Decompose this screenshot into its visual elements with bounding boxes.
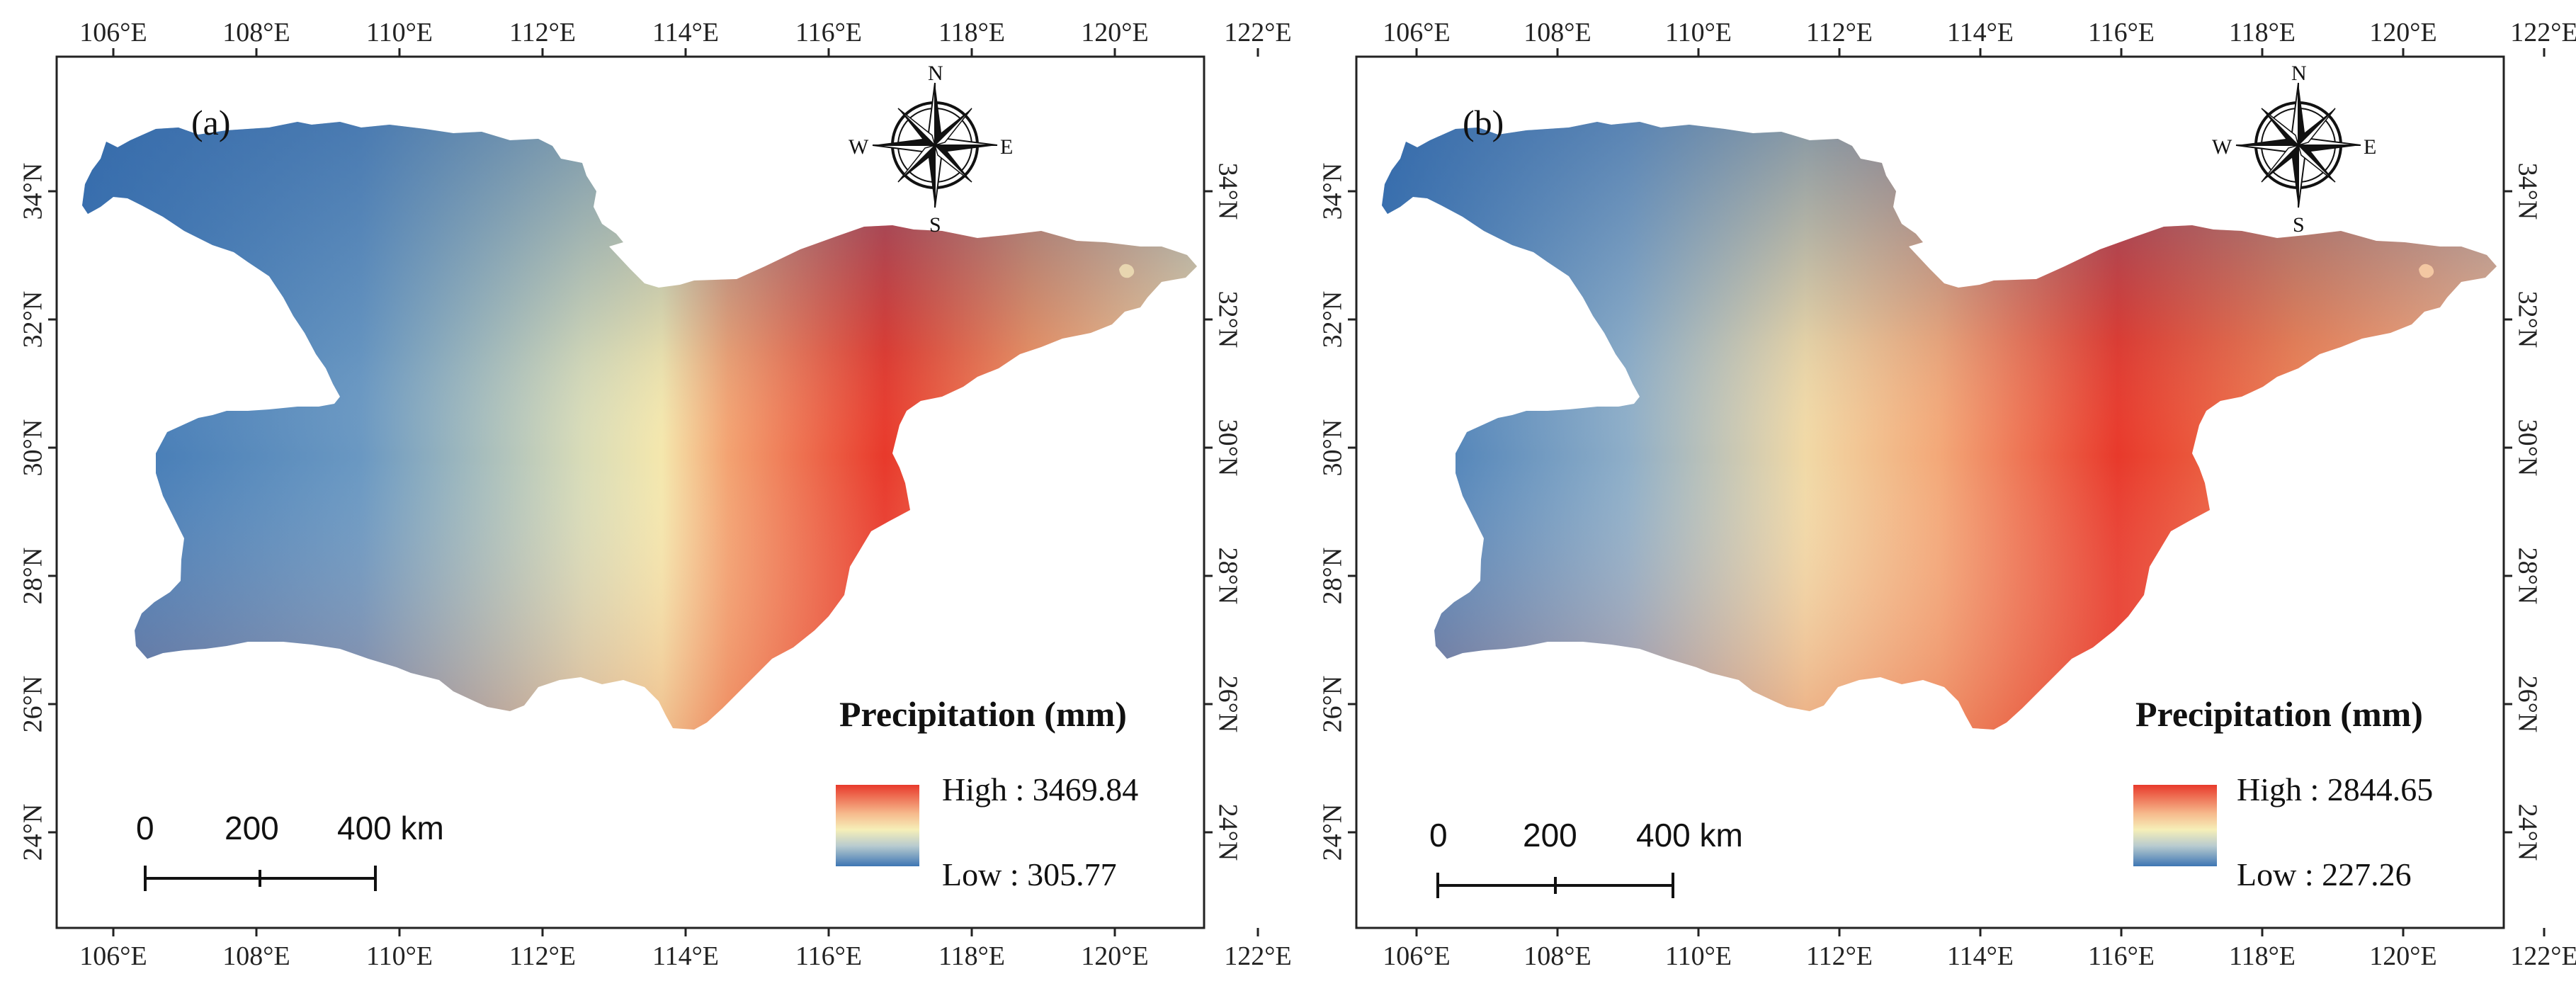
panel-b-legend-ramp xyxy=(2133,785,2217,866)
lon-tick-label: 116°E xyxy=(795,941,862,971)
lat-tick-label: 34°N xyxy=(18,163,48,220)
lat-tick-label: 26°N xyxy=(1318,676,1348,733)
panel-a-label: (a) xyxy=(191,103,231,142)
compass-north-letter: N xyxy=(928,62,943,85)
lon-tick-label: 108°E xyxy=(222,18,290,47)
compass-north-letter: N xyxy=(2291,62,2307,85)
lat-tick-label: 34°N xyxy=(2512,163,2542,220)
panel-b-lat-left-ticks: 24°N 26°N 28°N 30°N 32°N 34°N xyxy=(1318,163,1356,861)
lon-tick-label: 106°E xyxy=(79,941,147,971)
lat-tick-label: 24°N xyxy=(2512,804,2542,861)
panel-b-lon-top-ticks: 106°E 108°E 110°E 112°E 114°E 116°E 118°E 120°E… xyxy=(1383,18,2576,57)
panel-b-legend-low: Low : 227.26 xyxy=(2237,856,2412,892)
lon-tick-label: 120°E xyxy=(2369,18,2436,47)
scale-label-400: 400 km xyxy=(1636,817,1743,854)
lat-tick-label: 28°N xyxy=(1213,548,1242,605)
lat-tick-label: 26°N xyxy=(18,676,48,733)
panel-a-compass-icon: N S E W xyxy=(849,62,1013,237)
lon-tick-label: 112°E xyxy=(1806,941,1873,971)
lon-tick-label: 108°E xyxy=(1524,941,1591,971)
lat-tick-label: 30°N xyxy=(2512,419,2542,477)
panel-b-label: (b) xyxy=(1463,103,1504,142)
lon-tick-label: 112°E xyxy=(509,941,576,971)
scale-label-0: 0 xyxy=(1429,817,1448,854)
panel-a-scale-bar: 0 200 400 km xyxy=(136,810,444,891)
compass-east-letter: E xyxy=(2364,135,2376,159)
lat-tick-label: 32°N xyxy=(2512,291,2542,348)
lon-tick-label: 116°E xyxy=(2088,941,2155,971)
panel-b-scale-bar: 0 200 400 km xyxy=(1429,817,1743,898)
panel-a-lat-left-ticks: 24°N 26°N 28°N 30°N 32°N 34°N xyxy=(18,163,57,861)
lon-tick-label: 114°E xyxy=(652,18,719,47)
lon-tick-label: 110°E xyxy=(366,18,433,47)
lat-tick-label: 32°N xyxy=(1213,291,1242,348)
lon-tick-label: 122°E xyxy=(2510,941,2576,971)
panel-b-legend-title: Precipitation (mm) xyxy=(2135,694,2423,734)
panel-b-lat-right-ticks: 24°N 26°N 28°N 30°N 32°N 34°N xyxy=(2504,163,2542,861)
lat-tick-label: 26°N xyxy=(2512,676,2542,733)
panel-a-lat-right-ticks: 24°N 26°N 28°N 30°N 32°N 34°N xyxy=(1204,163,1242,861)
lon-tick-label: 116°E xyxy=(2088,18,2155,47)
panel-a: 106°E 108°E 110°E 112°E 114°E 116°E 118°E 120°E… xyxy=(18,18,1292,971)
compass-west-letter: W xyxy=(2212,135,2232,159)
lon-tick-label: 114°E xyxy=(1947,18,2014,47)
lon-tick-label: 114°E xyxy=(652,941,719,971)
lon-tick-label: 106°E xyxy=(79,18,147,47)
lon-tick-label: 120°E xyxy=(1081,941,1148,971)
lon-tick-label: 122°E xyxy=(1224,941,1291,971)
panel-a-legend-ramp xyxy=(836,785,919,866)
compass-east-letter: E xyxy=(1000,135,1013,159)
lat-tick-label: 32°N xyxy=(1318,291,1348,348)
lon-tick-label: 120°E xyxy=(2369,941,2436,971)
lat-tick-label: 34°N xyxy=(1318,163,1348,220)
lon-tick-label: 118°E xyxy=(938,941,1005,971)
lon-tick-label: 110°E xyxy=(366,941,433,971)
panel-b: 106°E 108°E 110°E 112°E 114°E 116°E 118°E 120°E… xyxy=(1318,18,2576,971)
lon-tick-label: 120°E xyxy=(1081,18,1148,47)
compass-west-letter: W xyxy=(849,135,869,159)
lon-tick-label: 118°E xyxy=(938,18,1005,47)
panel-b-legend-high: High : 2844.65 xyxy=(2237,771,2433,808)
lon-tick-label: 108°E xyxy=(222,941,290,971)
lat-tick-label: 30°N xyxy=(1213,419,1242,477)
lat-tick-label: 32°N xyxy=(18,291,48,348)
scale-label-0: 0 xyxy=(136,810,154,846)
panel-a-legend-title: Precipitation (mm) xyxy=(839,694,1127,734)
lat-tick-label: 30°N xyxy=(1318,419,1348,477)
lat-tick-label: 28°N xyxy=(2512,548,2542,605)
panel-a-lon-top-ticks: 106°E 108°E 110°E 112°E 114°E 116°E 118°E 120°E… xyxy=(79,18,1292,57)
lon-tick-label: 112°E xyxy=(509,18,576,47)
compass-south-letter: S xyxy=(2293,213,2305,237)
panel-a-legend-low: Low : 305.77 xyxy=(942,856,1117,892)
lat-tick-label: 34°N xyxy=(1213,163,1242,220)
lon-tick-label: 110°E xyxy=(1665,18,1732,47)
lon-tick-label: 106°E xyxy=(1383,18,1450,47)
lat-tick-label: 24°N xyxy=(1213,804,1242,861)
panel-a-lon-bottom-ticks: 106°E 108°E 110°E 112°E 114°E 116°E 118°E 120°E… xyxy=(79,928,1292,971)
lon-tick-label: 106°E xyxy=(1383,941,1450,971)
scale-label-200: 200 xyxy=(225,810,279,846)
panel-b-compass-icon: N S E W xyxy=(2212,62,2376,237)
scale-label-200: 200 xyxy=(1523,817,1577,854)
scale-label-400: 400 km xyxy=(337,810,444,846)
compass-south-letter: S xyxy=(929,213,941,237)
lat-tick-label: 30°N xyxy=(18,419,48,477)
lat-tick-label: 28°N xyxy=(18,548,48,605)
lon-tick-label: 112°E xyxy=(1806,18,1873,47)
lat-tick-label: 26°N xyxy=(1213,676,1242,733)
lon-tick-label: 118°E xyxy=(2229,941,2296,971)
lon-tick-label: 114°E xyxy=(1947,941,2014,971)
lat-tick-label: 28°N xyxy=(1318,548,1348,605)
lat-tick-label: 24°N xyxy=(18,804,48,861)
lon-tick-label: 108°E xyxy=(1524,18,1591,47)
lon-tick-label: 122°E xyxy=(1224,18,1291,47)
panel-a-legend-high: High : 3469.84 xyxy=(942,771,1138,808)
lon-tick-label: 110°E xyxy=(1665,941,1732,971)
lon-tick-label: 118°E xyxy=(2229,18,2296,47)
lon-tick-label: 122°E xyxy=(2510,18,2576,47)
lat-tick-label: 24°N xyxy=(1318,804,1348,861)
lon-tick-label: 116°E xyxy=(795,18,862,47)
panel-b-lon-bottom-ticks: 106°E 108°E 110°E 112°E 114°E 116°E 118°E 120°E… xyxy=(1383,928,2576,971)
